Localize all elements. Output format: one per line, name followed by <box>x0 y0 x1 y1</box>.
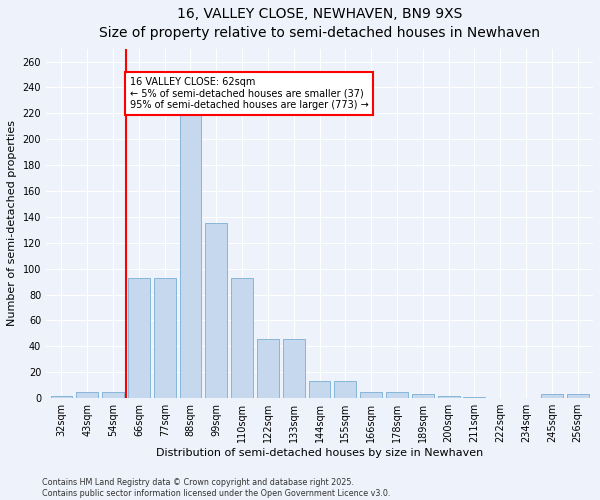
Text: 16 VALLEY CLOSE: 62sqm
← 5% of semi-detached houses are smaller (37)
95% of semi: 16 VALLEY CLOSE: 62sqm ← 5% of semi-deta… <box>130 77 368 110</box>
Bar <box>360 392 382 398</box>
Text: Contains HM Land Registry data © Crown copyright and database right 2025.
Contai: Contains HM Land Registry data © Crown c… <box>42 478 391 498</box>
Bar <box>102 392 124 398</box>
Bar <box>154 278 176 398</box>
Bar <box>128 278 150 398</box>
Bar <box>257 338 279 398</box>
Bar <box>412 394 434 398</box>
Bar <box>437 396 460 398</box>
Bar <box>179 114 202 398</box>
Bar <box>386 392 408 398</box>
Bar <box>283 338 305 398</box>
Bar <box>308 382 331 398</box>
X-axis label: Distribution of semi-detached houses by size in Newhaven: Distribution of semi-detached houses by … <box>156 448 483 458</box>
Bar <box>205 224 227 398</box>
Bar <box>463 397 485 398</box>
Bar <box>76 392 98 398</box>
Bar <box>541 394 563 398</box>
Bar <box>566 394 589 398</box>
Bar <box>334 382 356 398</box>
Title: 16, VALLEY CLOSE, NEWHAVEN, BN9 9XS
Size of property relative to semi-detached h: 16, VALLEY CLOSE, NEWHAVEN, BN9 9XS Size… <box>99 7 540 40</box>
Bar <box>50 396 73 398</box>
Bar <box>231 278 253 398</box>
Y-axis label: Number of semi-detached properties: Number of semi-detached properties <box>7 120 17 326</box>
